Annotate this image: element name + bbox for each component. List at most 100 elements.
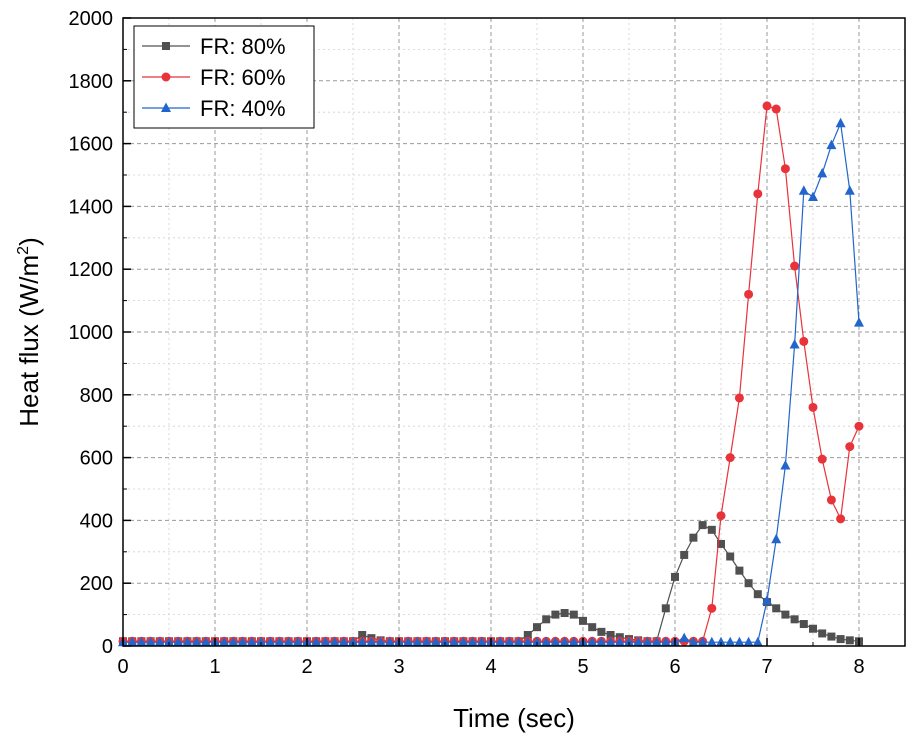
data-point (587, 636, 598, 647)
y-axis-title: Heat flux (W/m2) (14, 237, 44, 427)
legend-marker (162, 42, 170, 50)
data-point (605, 636, 616, 647)
legend: FR: 80% FR: 60% FR: 40% (133, 25, 315, 129)
data-point (568, 636, 579, 647)
data-point (826, 139, 837, 150)
legend-items: FR: 80% FR: 60% FR: 40% (142, 34, 286, 121)
legend-label: FR: 60% (200, 65, 286, 90)
data-point (808, 402, 818, 412)
data-point (541, 636, 552, 647)
data-point (173, 636, 184, 647)
data-point (836, 635, 845, 644)
data-point (845, 442, 855, 452)
data-point (358, 631, 367, 640)
data-point (827, 632, 836, 641)
data-point (375, 636, 386, 647)
data-point (781, 610, 790, 619)
data-point (689, 533, 698, 542)
x-tick-label: 4 (485, 656, 496, 678)
legend-label: FR: 40% (200, 96, 286, 121)
data-point (154, 636, 165, 647)
data-point (707, 525, 716, 534)
data-point (219, 636, 230, 647)
data-point (579, 616, 587, 625)
y-tick-label: 0 (102, 636, 113, 658)
data-point (430, 636, 441, 647)
data-point (716, 636, 726, 647)
data-point (734, 636, 745, 647)
y-tick-label: 1600 (69, 134, 114, 156)
data-point (384, 636, 395, 647)
y-tick-label: 1800 (69, 71, 114, 93)
data-point (127, 636, 138, 647)
data-point (191, 636, 202, 647)
data-point (671, 572, 679, 581)
series-3 (118, 117, 864, 647)
y-tick-label: 400 (80, 510, 113, 532)
data-point (735, 566, 744, 575)
data-point (762, 594, 772, 605)
series-layer (118, 101, 864, 647)
data-point (292, 636, 303, 647)
data-point (440, 636, 450, 647)
data-point (845, 636, 854, 645)
data-point (744, 579, 753, 588)
data-point (458, 636, 469, 647)
data-point (283, 636, 294, 647)
data-point (624, 636, 634, 647)
x-tick-label: 0 (117, 656, 128, 678)
data-point (559, 636, 570, 647)
y-tick-label: 200 (80, 573, 113, 595)
legend-label: FR: 80% (200, 34, 286, 59)
data-point (256, 636, 266, 647)
data-point (798, 185, 809, 195)
data-point (633, 636, 644, 647)
data-point (348, 636, 358, 647)
y-tick-label: 1400 (69, 196, 114, 218)
y-axis-title-main: Heat flux (W/m (14, 255, 44, 427)
data-point (412, 636, 423, 647)
data-point (790, 615, 799, 624)
data-point (136, 636, 147, 647)
data-point (569, 610, 578, 619)
data-point (854, 317, 864, 327)
data-point (762, 101, 772, 111)
y-tick-label: 800 (80, 385, 113, 407)
data-point (771, 533, 782, 544)
data-point (311, 636, 322, 647)
data-point (726, 552, 735, 561)
data-point (560, 609, 569, 618)
data-point (808, 191, 818, 201)
x-tick-label: 7 (761, 656, 772, 678)
data-point (551, 610, 560, 619)
data-point (789, 339, 800, 349)
data-point (145, 636, 156, 647)
data-point (533, 623, 541, 632)
tick-labels: 0 1 2 3 4 5 6 7 8 0 200 400 600 800 1000 1200 1400 1600 18… (69, 8, 865, 678)
data-point (588, 623, 597, 632)
x-tick-label: 5 (577, 656, 588, 678)
data-point (780, 164, 790, 174)
data-point (504, 636, 515, 647)
data-point (661, 604, 670, 613)
data-point (200, 636, 211, 647)
data-point (772, 604, 781, 613)
x-tick-label: 8 (853, 656, 864, 678)
data-point (421, 636, 432, 647)
data-point (835, 117, 846, 128)
data-point (854, 421, 864, 431)
data-point (660, 636, 671, 647)
data-point (164, 636, 174, 647)
ticks (122, 17, 860, 647)
x-tick-label: 3 (393, 656, 404, 678)
data-point (734, 393, 744, 403)
data-point (679, 632, 690, 643)
data-point (550, 636, 561, 647)
legend-marker (161, 102, 171, 112)
data-point (651, 636, 662, 647)
data-point (688, 636, 699, 647)
data-point (707, 603, 717, 613)
data-point (753, 590, 762, 599)
data-point (799, 336, 809, 346)
